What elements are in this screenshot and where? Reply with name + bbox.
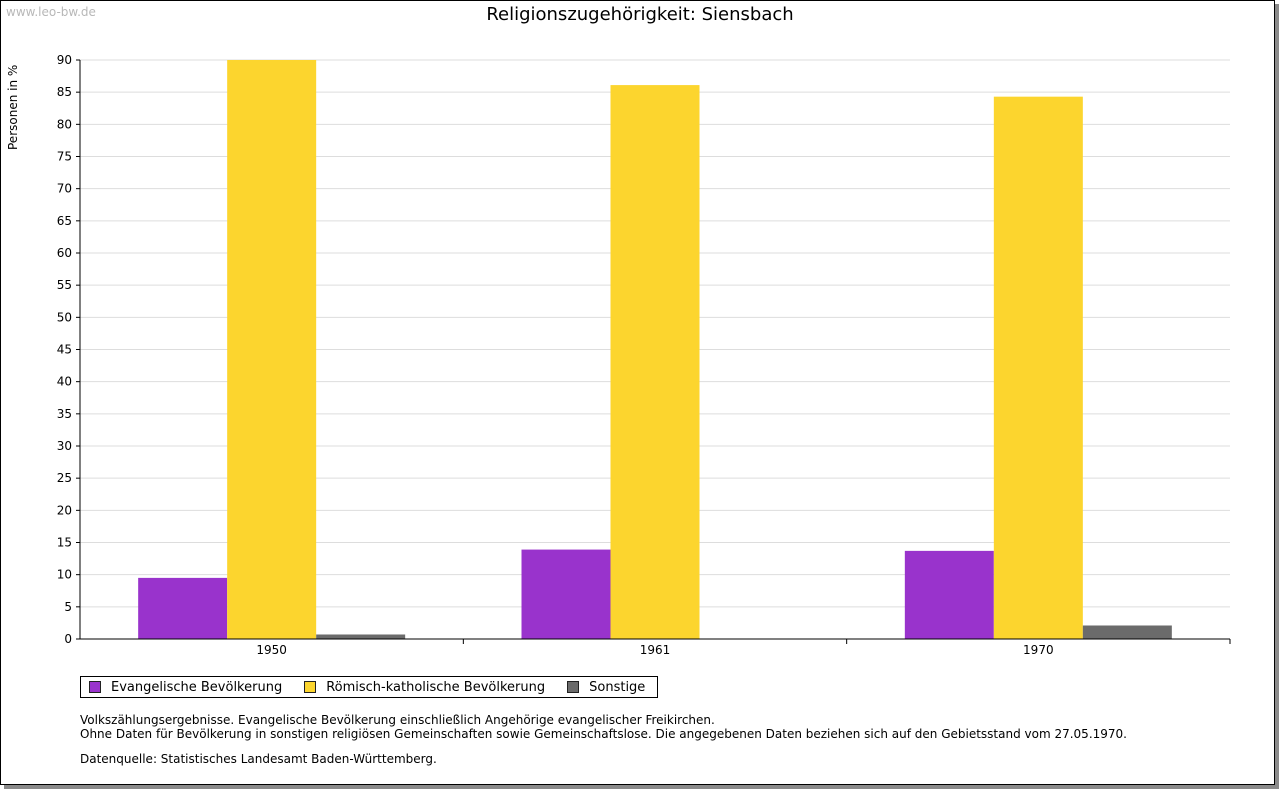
legend-item-evangelisch: Evangelische Bevölkerung — [89, 680, 282, 695]
bar-sonstige-1950 — [316, 634, 406, 639]
legend-item-sonstige: Sonstige — [567, 680, 645, 695]
y-tick-label: 15 — [57, 536, 72, 550]
y-tick-label: 10 — [57, 568, 72, 582]
note-line: Volkszählungsergebnisse. Evangelische Be… — [80, 713, 715, 727]
chart-legend: Evangelische Bevölkerung Römisch-katholi… — [80, 676, 659, 698]
y-tick-label: 45 — [57, 343, 72, 357]
y-tick-label: 40 — [57, 375, 72, 389]
bar-katholisch-1950 — [227, 60, 317, 639]
bar-katholisch-1970 — [993, 96, 1083, 640]
y-tick-label: 5 — [64, 600, 72, 614]
bar-evangelisch-1970 — [904, 550, 994, 639]
y-tick-label: 35 — [57, 407, 72, 421]
chart-title: Religionszugehörigkeit: Siensbach — [486, 4, 794, 25]
chart-notes: Volkszählungsergebnisse. Evangelische Be… — [80, 713, 1127, 741]
y-tick-label: 90 — [57, 53, 72, 67]
bar-katholisch-1961 — [610, 85, 700, 640]
y-tick-label: 70 — [57, 182, 72, 196]
watermark: www.leo-bw.de — [6, 5, 96, 19]
y-tick-label: 55 — [57, 278, 72, 292]
y-tick-label: 30 — [57, 439, 72, 453]
note-line: Ohne Daten für Bevölkerung in sonstigen … — [80, 727, 1127, 741]
x-tick-label: 1961 — [640, 643, 671, 657]
bar-sonstige-1970 — [1082, 625, 1172, 639]
y-tick-label: 85 — [57, 85, 72, 99]
y-tick-label: 65 — [57, 214, 72, 228]
data-source: Datenquelle: Statistisches Landesamt Bad… — [80, 752, 437, 766]
legend-swatch-katholisch — [304, 681, 317, 693]
legend-label-katholisch: Römisch-katholische Bevölkerung — [326, 679, 546, 695]
y-tick-label: 80 — [57, 117, 72, 131]
y-tick-label: 50 — [57, 310, 72, 324]
legend-label-evangelisch: Evangelische Bevölkerung — [111, 679, 283, 695]
legend-label-sonstige: Sonstige — [589, 679, 646, 695]
legend-swatch-evangelisch — [89, 681, 101, 693]
y-tick-label: 0 — [64, 632, 72, 646]
legend-swatch-sonstige — [567, 681, 580, 693]
x-tick-label: 1950 — [256, 643, 287, 657]
y-tick-label: 60 — [57, 246, 72, 260]
y-tick-label: 75 — [57, 150, 72, 164]
y-tick-label: 25 — [57, 471, 72, 485]
legend-item-katholisch: Römisch-katholische Bevölkerung — [304, 680, 545, 695]
bar-evangelisch-1950 — [138, 577, 228, 639]
bar-evangelisch-1961 — [521, 549, 611, 639]
y-tick-label: 20 — [57, 503, 72, 517]
x-tick-label: 1970 — [1023, 643, 1054, 657]
